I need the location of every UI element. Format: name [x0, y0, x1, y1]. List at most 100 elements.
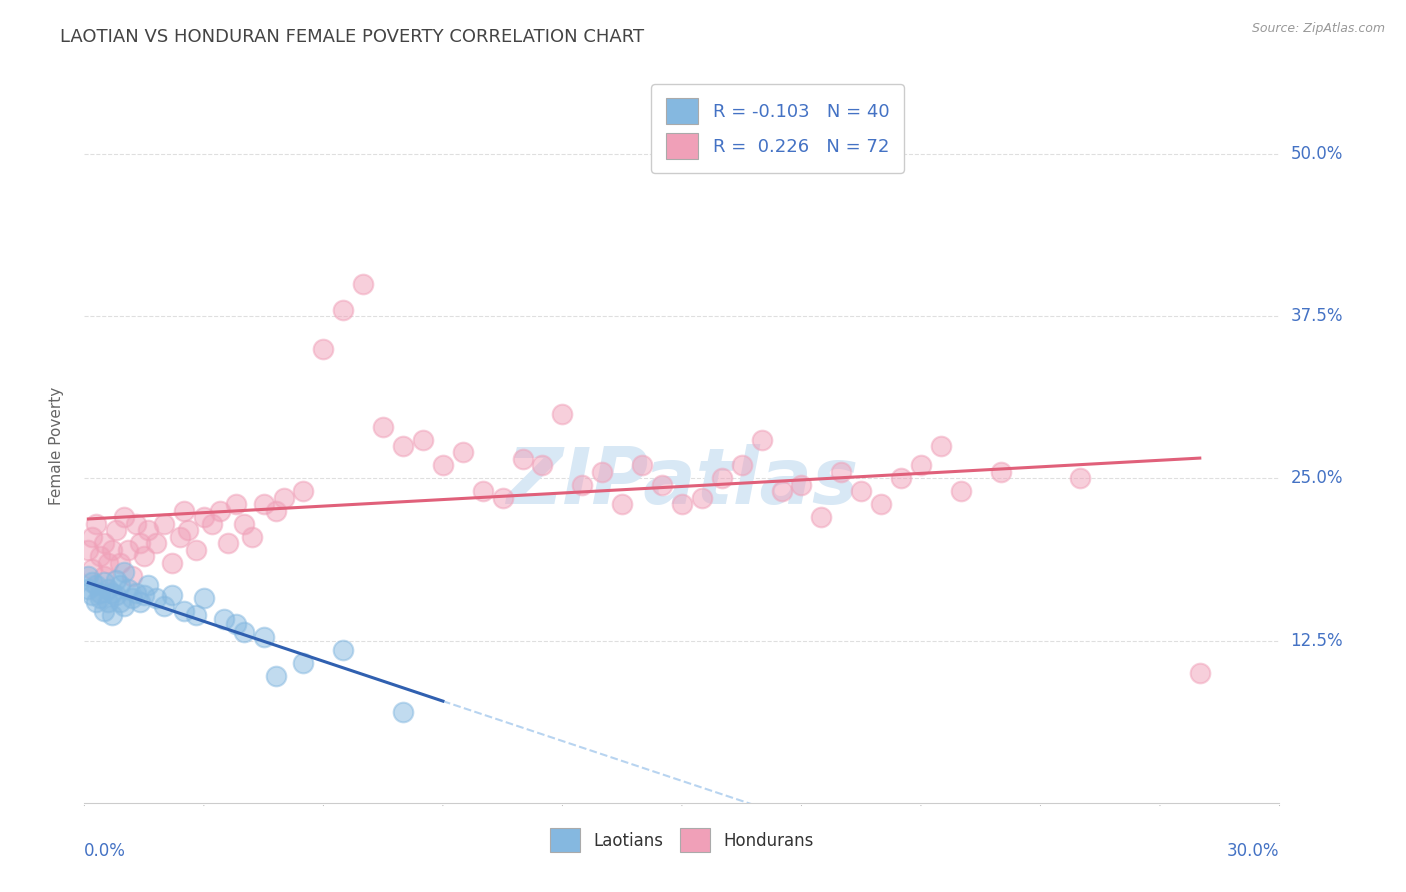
- Point: [136, 524, 159, 538]
- Point: [82, 562, 104, 576]
- Point: [471, 484, 494, 499]
- Point: [830, 465, 852, 479]
- Point: [169, 530, 191, 544]
- Text: 37.5%: 37.5%: [1291, 307, 1343, 326]
- Point: [82, 588, 104, 602]
- Point: [110, 595, 132, 609]
- Point: [129, 536, 152, 550]
- Point: [373, 419, 395, 434]
- Point: [352, 277, 374, 291]
- Point: [101, 607, 124, 622]
- Text: 12.5%: 12.5%: [1291, 632, 1343, 649]
- Point: [86, 578, 108, 592]
- Point: [292, 484, 315, 499]
- Point: [392, 439, 415, 453]
- Point: [212, 611, 235, 625]
- Point: [492, 491, 515, 505]
- Point: [710, 471, 733, 485]
- Point: [651, 478, 673, 492]
- Point: [101, 585, 124, 599]
- Point: [225, 616, 247, 631]
- Point: [412, 433, 434, 447]
- Point: [890, 471, 912, 485]
- Point: [184, 607, 207, 622]
- Point: [751, 433, 773, 447]
- Point: [208, 504, 231, 518]
- Point: [110, 578, 132, 592]
- Point: [193, 510, 215, 524]
- Point: [531, 458, 554, 473]
- Point: [77, 542, 100, 557]
- Point: [97, 556, 120, 570]
- Point: [790, 478, 813, 492]
- Point: [990, 465, 1012, 479]
- Point: [93, 568, 115, 582]
- Point: [451, 445, 474, 459]
- Text: 0.0%: 0.0%: [84, 842, 127, 860]
- Point: [273, 491, 295, 505]
- Point: [731, 458, 754, 473]
- Point: [671, 497, 693, 511]
- Point: [173, 604, 195, 618]
- Point: [136, 578, 159, 592]
- Point: [392, 705, 415, 719]
- Point: [86, 516, 108, 531]
- Point: [929, 439, 952, 453]
- Point: [851, 484, 873, 499]
- Point: [132, 588, 156, 602]
- Point: [110, 556, 132, 570]
- Text: 25.0%: 25.0%: [1291, 469, 1343, 487]
- Point: [232, 624, 254, 639]
- Point: [105, 588, 128, 602]
- Point: [432, 458, 454, 473]
- Point: [1188, 666, 1211, 681]
- Point: [145, 591, 167, 605]
- Point: [292, 656, 315, 670]
- Point: [132, 549, 156, 564]
- Legend: Laotians, Hondurans: Laotians, Hondurans: [543, 822, 821, 859]
- Text: 30.0%: 30.0%: [1227, 842, 1279, 860]
- Point: [112, 510, 135, 524]
- Point: [82, 575, 104, 590]
- Point: [264, 668, 287, 682]
- Text: Source: ZipAtlas.com: Source: ZipAtlas.com: [1251, 22, 1385, 36]
- Point: [312, 342, 335, 356]
- Point: [225, 497, 247, 511]
- Point: [77, 568, 100, 582]
- Point: [153, 599, 176, 613]
- Point: [512, 452, 534, 467]
- Text: LAOTIAN VS HONDURAN FEMALE POVERTY CORRELATION CHART: LAOTIAN VS HONDURAN FEMALE POVERTY CORRE…: [60, 29, 644, 46]
- Point: [93, 575, 115, 590]
- Point: [910, 458, 932, 473]
- Point: [240, 530, 263, 544]
- Point: [89, 585, 111, 599]
- Point: [121, 591, 143, 605]
- Point: [105, 573, 128, 587]
- Point: [93, 536, 115, 550]
- Point: [145, 536, 167, 550]
- Point: [89, 549, 111, 564]
- Point: [97, 582, 120, 596]
- Point: [173, 504, 195, 518]
- Point: [571, 478, 593, 492]
- Point: [82, 530, 104, 544]
- Point: [77, 582, 100, 596]
- Point: [89, 591, 111, 605]
- Point: [117, 582, 139, 596]
- Y-axis label: Female Poverty: Female Poverty: [49, 387, 63, 505]
- Point: [160, 588, 183, 602]
- Point: [193, 591, 215, 605]
- Point: [332, 642, 354, 657]
- Point: [217, 536, 239, 550]
- Point: [160, 556, 183, 570]
- Point: [690, 491, 713, 505]
- Point: [810, 510, 832, 524]
- Point: [253, 497, 276, 511]
- Point: [264, 504, 287, 518]
- Point: [121, 568, 143, 582]
- Point: [153, 516, 176, 531]
- Point: [870, 497, 893, 511]
- Point: [177, 524, 200, 538]
- Point: [97, 595, 120, 609]
- Point: [551, 407, 574, 421]
